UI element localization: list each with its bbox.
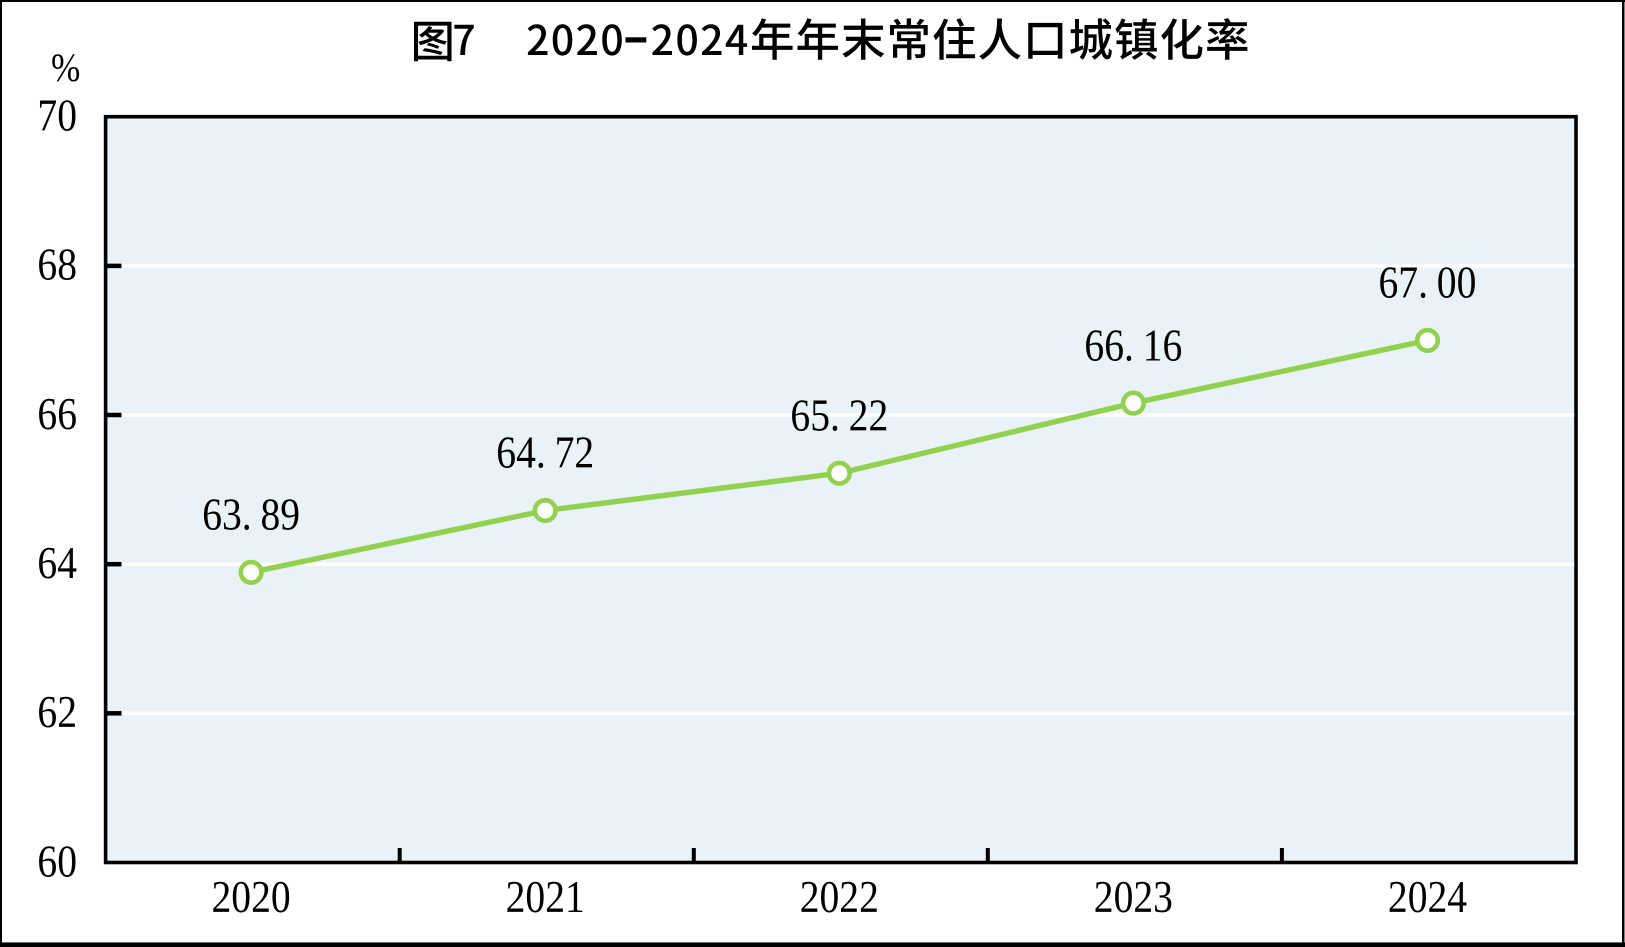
svg-text:2020: 2020 (212, 873, 291, 923)
svg-text:64: 64 (37, 539, 77, 589)
svg-text:64.72: 64. 72 (496, 428, 594, 478)
svg-text:62: 62 (37, 688, 77, 738)
svg-text:%: % (51, 46, 80, 91)
svg-text:2021: 2021 (506, 873, 585, 923)
svg-text:67.00: 67. 00 (1379, 258, 1477, 308)
svg-text:63.89: 63. 89 (202, 490, 300, 540)
svg-text:68: 68 (37, 240, 77, 290)
svg-text:2023: 2023 (1094, 873, 1173, 923)
svg-text:66.16: 66. 16 (1084, 321, 1182, 371)
svg-text:66: 66 (37, 390, 77, 440)
svg-text:2022: 2022 (800, 873, 879, 923)
svg-text:60: 60 (37, 837, 77, 887)
svg-text:65.22: 65. 22 (790, 391, 888, 441)
svg-text:70: 70 (37, 91, 77, 141)
svg-text:2024: 2024 (1388, 873, 1467, 923)
